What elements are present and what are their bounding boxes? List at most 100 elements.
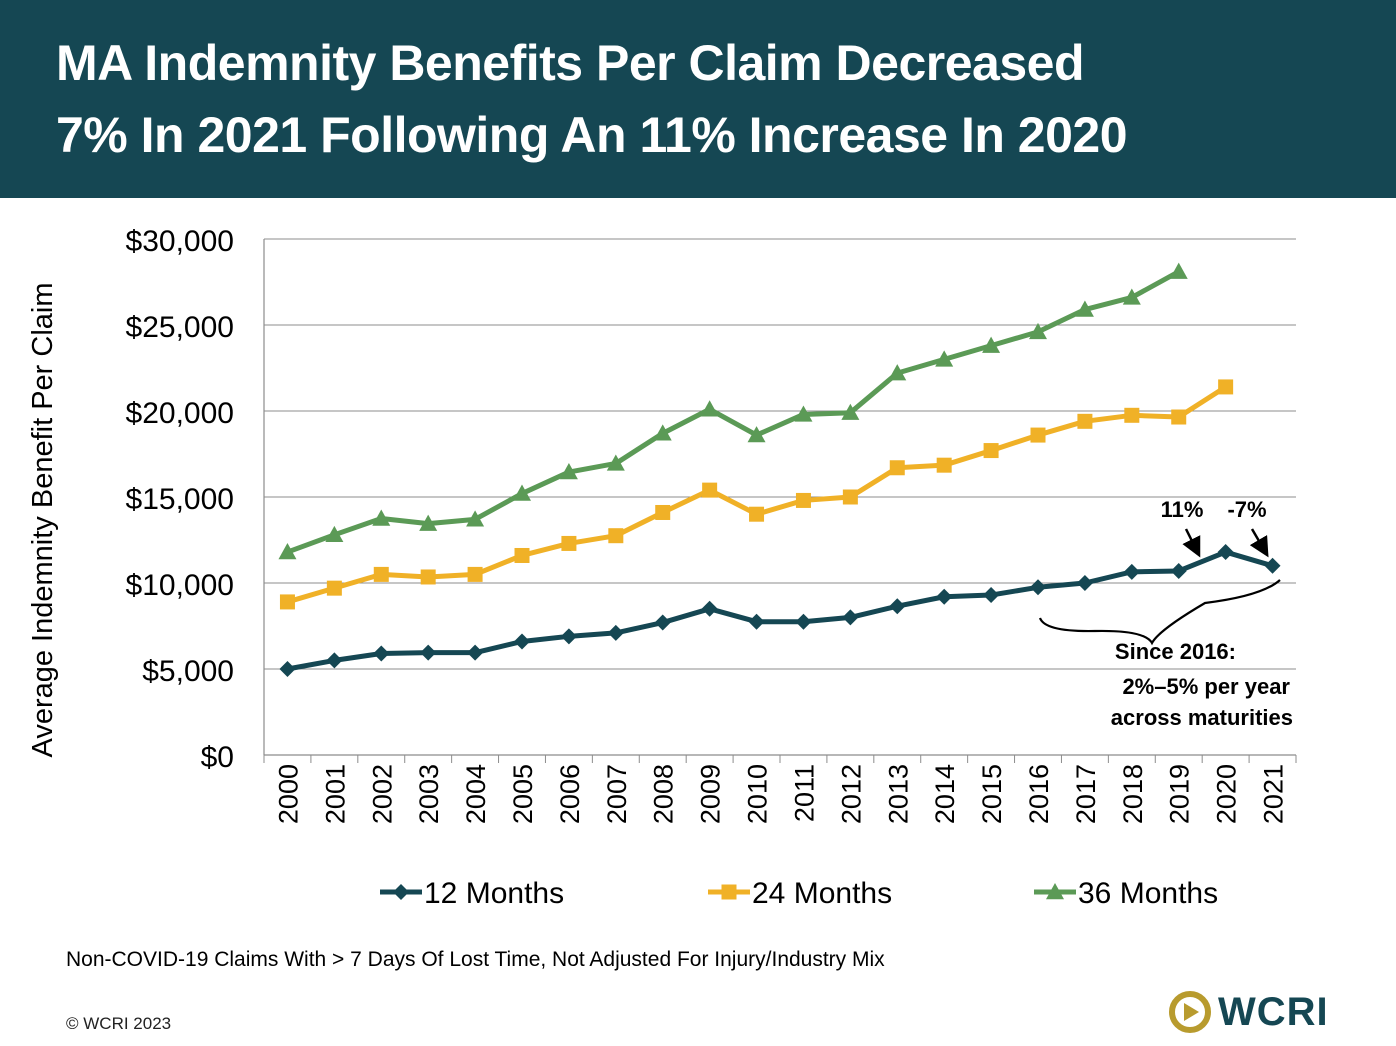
x-tick-label: 2012 (836, 764, 866, 824)
data-point (795, 613, 812, 630)
legend-item: 12 Months (380, 877, 564, 910)
legend-swatch-marker (721, 884, 737, 900)
data-point (466, 510, 485, 527)
x-tick-label: 2010 (743, 764, 773, 824)
data-point (1076, 575, 1093, 591)
wcri-logo-icon (1169, 991, 1211, 1033)
data-point (514, 633, 530, 650)
data-point (889, 460, 905, 476)
legend-label: 12 Months (424, 877, 564, 910)
data-point (655, 504, 671, 520)
footnote: Non-COVID-19 Claims With > 7 Days Of Los… (66, 948, 885, 971)
data-point (373, 645, 390, 662)
data-point (1029, 322, 1047, 340)
data-point (1124, 407, 1140, 423)
legend-label: 36 Months (1078, 877, 1218, 910)
data-point (842, 609, 859, 626)
data-point (513, 484, 531, 501)
data-point (559, 463, 578, 480)
x-tick-label: 2007 (602, 764, 632, 824)
data-point (561, 535, 577, 551)
brace-label-line2: 2%–5% per year (1122, 674, 1290, 699)
series-line (286, 269, 1180, 555)
data-point (1030, 579, 1046, 596)
data-point (1217, 544, 1234, 561)
series-24-months (279, 379, 1234, 610)
x-tick-label: 2018 (1118, 764, 1148, 824)
legend-item: 36 Months (1034, 877, 1218, 910)
title-line-2: 7% In 2021 Following An 11% Increase In … (56, 107, 1128, 163)
annotation-11pct: 11% (1161, 497, 1204, 522)
legend-swatch-marker (1046, 883, 1064, 900)
data-point (702, 482, 718, 498)
data-point (654, 614, 671, 631)
arrow-2020 (1182, 528, 1201, 558)
data-point (842, 489, 858, 505)
x-tick-label: 2000 (273, 764, 303, 824)
x-tick-label: 2016 (1024, 764, 1054, 824)
data-point (607, 624, 624, 641)
x-tick-label: 2020 (1212, 764, 1242, 824)
data-point (560, 628, 577, 645)
annotations: 11% -7% Since 2016: 2%–5% per year across ma… (1038, 497, 1293, 730)
data-point (983, 443, 999, 459)
data-point (372, 509, 391, 526)
data-point (514, 547, 530, 563)
data-point (936, 457, 952, 473)
data-point (748, 613, 765, 630)
data-point (419, 514, 438, 531)
x-tick-label: 2009 (696, 764, 726, 824)
data-point (888, 364, 907, 381)
y-tick-label: $25,000 (126, 311, 234, 344)
x-tick-labels: 2000 2001 2002 2003 2004 2005 2006 2007 2008 2009… (273, 764, 1288, 824)
x-tick-label: 2005 (508, 764, 538, 824)
data-point (1075, 300, 1094, 317)
data-point (794, 405, 813, 422)
series (278, 262, 1281, 677)
x-tick-label: 2003 (414, 764, 444, 824)
data-point (326, 652, 343, 669)
series-12-months (279, 544, 1281, 677)
y-tick-label: $15,000 (126, 483, 234, 516)
data-point (1122, 288, 1141, 305)
data-point (1123, 563, 1140, 580)
data-point (983, 587, 1000, 604)
series-36-months (278, 262, 1188, 560)
title-line-1: MA Indemnity Benefits Per Claim Decrease… (56, 35, 1085, 91)
wcri-logo-text: WCRI (1218, 990, 1329, 1034)
data-point (935, 350, 954, 367)
y-tick-label: $30,000 (126, 225, 234, 258)
arrow-2021 (1249, 528, 1269, 558)
y-tick-label: $20,000 (126, 397, 234, 430)
line-chart: $0 $5,000 $10,000 $15,000 $20,000 $25,000 $30,… (27, 225, 1297, 910)
data-point (936, 588, 953, 605)
data-point (1218, 379, 1234, 395)
x-tick-label: 2013 (883, 764, 913, 824)
series-line (287, 549, 1274, 672)
y-axis-label: Average Indemnity Benefit Per Claim (27, 283, 59, 758)
data-point (420, 569, 436, 585)
x-tick-label: 2001 (320, 764, 350, 824)
x-tick-label: 2015 (977, 764, 1007, 824)
data-point (326, 580, 342, 596)
x-tick-label: 2017 (1071, 764, 1101, 824)
data-point (325, 525, 344, 543)
data-point (1170, 562, 1187, 579)
data-point (1030, 427, 1046, 443)
data-point (1264, 557, 1281, 574)
data-point (653, 424, 672, 441)
data-point (1077, 413, 1093, 429)
data-point (701, 600, 718, 617)
copyright: © WCRI 2023 (66, 1014, 172, 1033)
x-tick-label: 2021 (1259, 764, 1289, 824)
y-tick-label: $10,000 (126, 569, 234, 602)
title-banner: MA Indemnity Benefits Per Claim Decrease… (0, 0, 1396, 198)
brace-label-line3: across maturities (1111, 705, 1293, 730)
axes (263, 239, 1297, 763)
x-tick-label: 2006 (555, 764, 585, 824)
data-point (841, 403, 860, 420)
legend: 12 Months 24 Months 36 Months (380, 877, 1218, 910)
y-tick-labels: $0 $5,000 $10,000 $15,000 $20,000 $25,000 $30,… (126, 225, 234, 774)
data-point (608, 528, 624, 544)
data-point (1169, 262, 1188, 279)
